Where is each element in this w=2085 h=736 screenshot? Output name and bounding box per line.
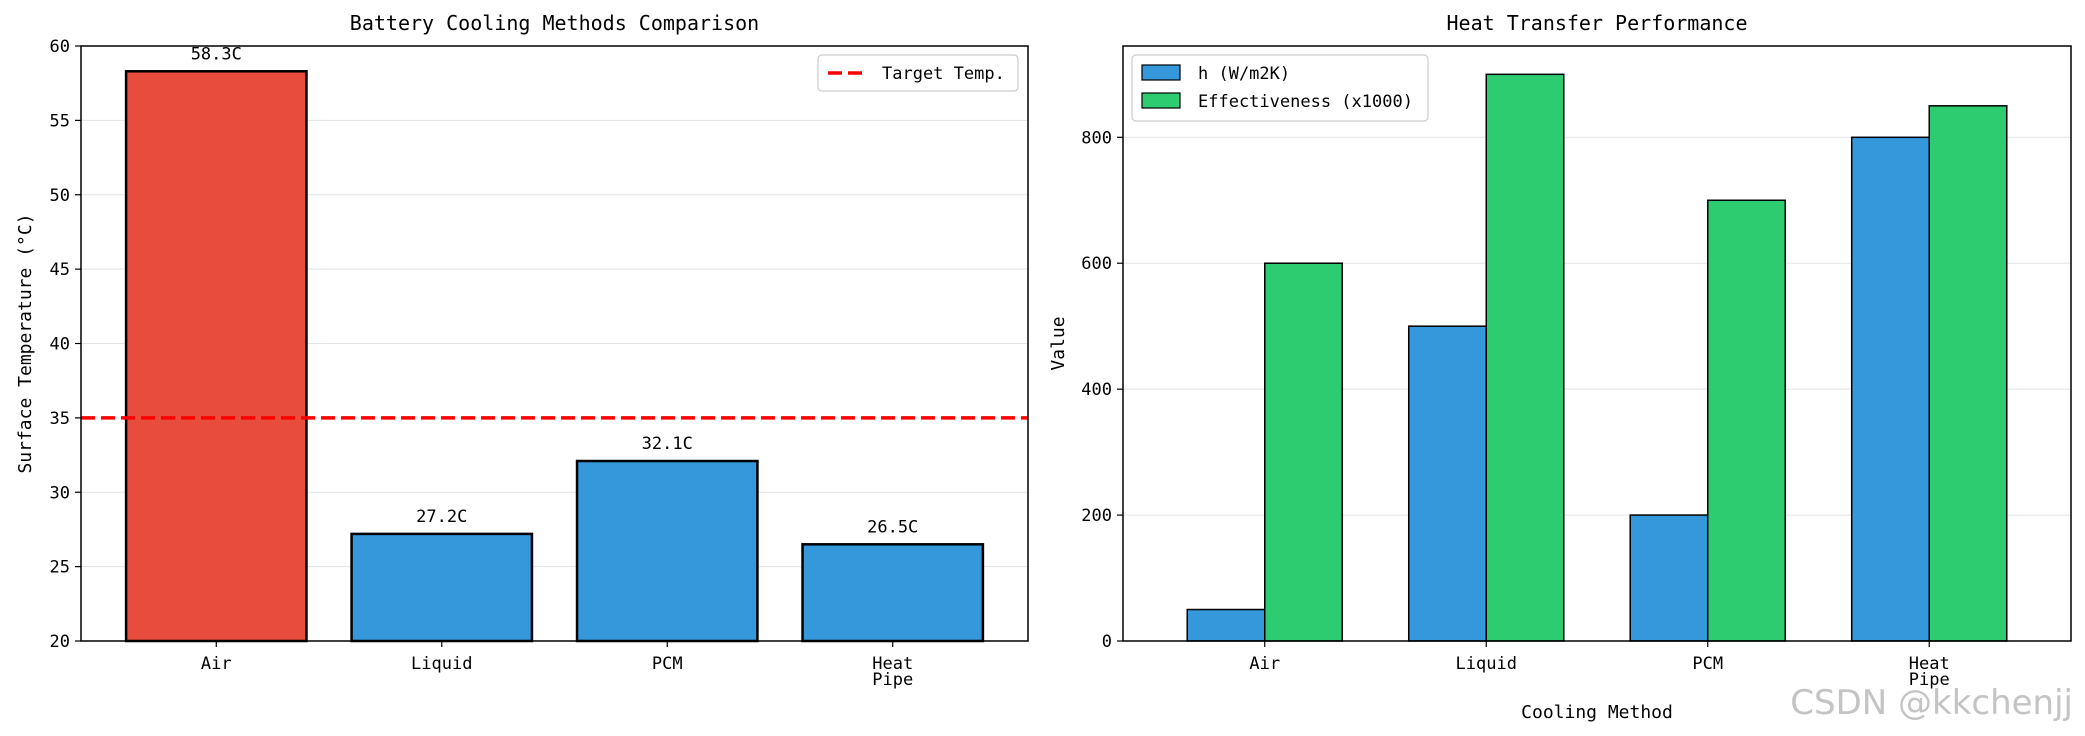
legend-label: Target Temp. xyxy=(882,64,1005,84)
bar-air xyxy=(124,70,308,643)
bar-heat-pipe xyxy=(801,543,985,643)
legend-box xyxy=(817,54,1019,92)
heat-transfer-chart: Heat Transfer Performance 0 200 400 600 800 Ai… xyxy=(1048,11,2072,723)
x-tick-label: PCM xyxy=(1692,654,1723,674)
bar-h-w-m2k-pcm xyxy=(1629,514,1709,642)
temperature-chart: Battery Cooling Methods Comparison 58.3C 2… xyxy=(15,11,1029,690)
legend-label: h (W/m2K) xyxy=(1198,64,1290,84)
bar-liquid xyxy=(350,532,534,643)
x-tick-label: Heat Pipe xyxy=(1909,654,1950,690)
y-tick-label: 25 xyxy=(50,558,70,578)
y-tick-label: 45 xyxy=(50,260,70,280)
y-tick-label: 400 xyxy=(1081,380,1112,400)
x-tick-label: PCM xyxy=(652,654,683,674)
y-tick-label: 50 xyxy=(50,186,70,206)
bar-effectiveness-x1000-air xyxy=(1264,262,1344,642)
y-tick-label: 55 xyxy=(50,111,70,131)
legend-label: Effectiveness (x1000) xyxy=(1198,92,1413,112)
bar-effectiveness-x1000-pcm xyxy=(1706,199,1787,642)
x-tick-label: Liquid xyxy=(1456,654,1517,674)
legend-box xyxy=(1131,54,1429,122)
y-tick-label: 200 xyxy=(1081,506,1112,526)
plot-frame xyxy=(1122,45,2072,642)
bar-effectiveness-x1000-liquid xyxy=(1485,73,1565,642)
bar-h-w-m2k-heat-pipe xyxy=(1850,136,1930,642)
data-label: 32.1C xyxy=(642,434,693,454)
bar-h-w-m2k-air xyxy=(1186,608,1266,642)
chart-title: Heat Transfer Performance xyxy=(1446,11,1747,35)
legend-swatch-h-w-m2k xyxy=(1141,64,1181,81)
bar-h-w-m2k-liquid xyxy=(1407,325,1488,642)
legend-swatch-effectiveness-x1000 xyxy=(1141,92,1181,109)
x-tick-label: Heat Pipe xyxy=(872,654,913,690)
legend: h (W/m2K) Effectiveness (x1000) xyxy=(1131,54,1429,122)
y-tick-label: 30 xyxy=(50,483,70,503)
y-axis-label: Surface Temperature (°C) xyxy=(15,213,36,473)
y-tick-label: 40 xyxy=(50,335,70,355)
y-tick-label: 20 xyxy=(50,632,70,652)
y-tick-label: 600 xyxy=(1081,254,1112,274)
data-label: 27.2C xyxy=(416,507,467,527)
legend: Target Temp. xyxy=(817,54,1019,92)
data-label: 58.3C xyxy=(191,44,242,64)
y-tick-label: 35 xyxy=(50,409,70,429)
y-axis-label: Value xyxy=(1048,316,1069,370)
data-label: 26.5C xyxy=(867,517,918,537)
watermark: CSDN @kkchenjj xyxy=(1790,683,2073,723)
bar-effectiveness-x1000-heat-pipe xyxy=(1928,105,2008,642)
bar-pcm xyxy=(575,459,759,643)
chart-title: Battery Cooling Methods Comparison xyxy=(350,11,759,35)
x-tick-label: Liquid xyxy=(411,654,472,674)
x-tick-label: Air xyxy=(201,654,232,674)
x-tick-label: Air xyxy=(1249,654,1280,674)
y-tick-label: 0 xyxy=(1102,632,1112,652)
x-axis-label: Cooling Method xyxy=(1521,702,1673,723)
y-tick-label: 800 xyxy=(1081,128,1112,148)
y-tick-label: 60 xyxy=(50,37,70,57)
